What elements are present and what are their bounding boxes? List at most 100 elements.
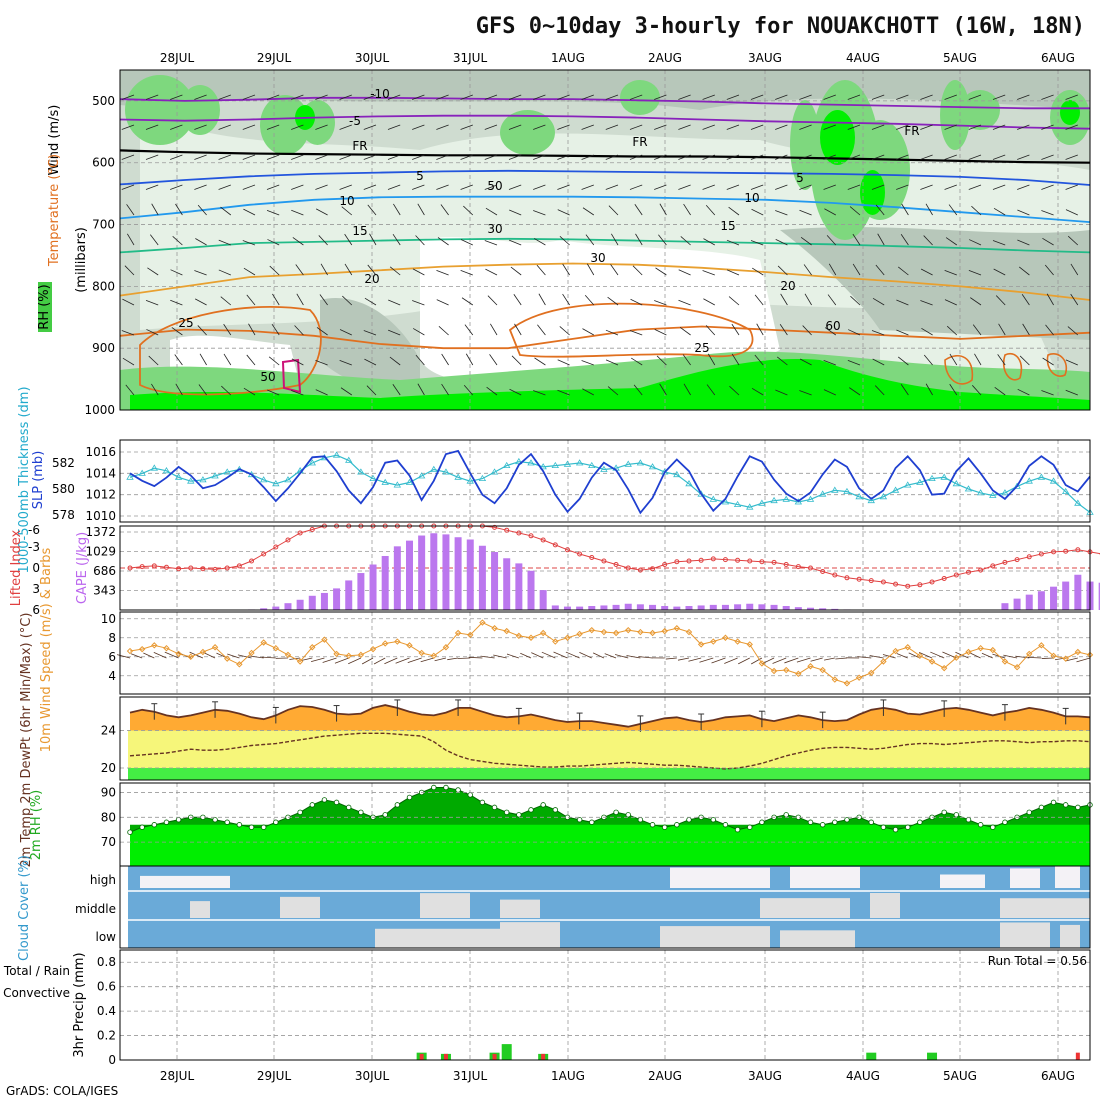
wind-barb [750,184,764,190]
wind-barb [968,94,982,100]
run-total-label: Run Total = 0.56 [988,954,1087,968]
rh-point [747,824,753,830]
wind-barb [441,353,449,366]
li-point [856,576,862,582]
wind-barb [198,384,207,396]
rh-point [844,817,850,823]
wind-barb [799,124,812,130]
wind-speed-point [697,641,705,648]
wind-speed-point [1086,651,1094,659]
wind-barb [147,267,159,276]
wind-barb [610,264,619,276]
li-point [795,564,801,570]
cape-bar [296,599,304,610]
li-point [1002,559,1008,565]
wind-speed-point [758,660,766,667]
wind-barb [218,184,231,190]
wind-barb [143,652,155,659]
cloud-patch [140,875,230,888]
li-point [662,562,668,567]
top-date-label: 6AUG [1041,51,1075,65]
wind-barb [334,657,349,664]
wind-barb [242,240,256,246]
wind-barb [1076,657,1091,663]
wind-barb [726,239,740,246]
wind-barb [340,387,353,396]
top-date-label: 2AUG [648,51,682,65]
wind-barb [992,124,1006,130]
cape-bar [1098,582,1100,610]
wind-speed-point [345,652,352,660]
wind-barb [461,297,474,306]
wind-barb [486,386,498,396]
wind-barb [871,124,885,130]
pressure-tick-label: 700 [92,218,115,232]
wind-barb [775,154,788,160]
li-point [832,572,838,578]
wind-barb [463,205,474,216]
wind-speed-point [284,651,292,659]
thickness-point [855,493,863,500]
contour-label: -10 [370,87,390,101]
wind-barb [412,94,425,100]
cape-bar [576,606,584,610]
thickness-point [940,473,948,480]
cape-bar [649,604,657,610]
rh-point [589,819,595,825]
cloud-level-label: low [96,930,117,944]
li-point [820,569,826,574]
wind-barb [998,323,1006,336]
temperature-panel: 20 24 2m Temp 2m DewPt (6hr Min/Max) (°C) [19,613,1091,867]
li-point [771,559,777,565]
li-tick-label: -3 [28,540,40,554]
wind-barb [125,384,135,396]
wind-barb [581,184,594,190]
wind-speed-point [916,652,924,660]
rh-point [759,819,765,825]
wind-barb [266,94,280,100]
precip-total-legend: Total / Rain [3,964,70,978]
wind-barb [632,265,643,276]
wind-barb [373,657,386,665]
wind-barb [711,657,726,664]
wind-barb [315,359,328,366]
wind-barb [487,295,498,306]
wind-barb [218,239,231,246]
wind-barb [799,184,812,190]
thickness-point [673,470,681,478]
wind-barb [775,238,788,246]
temperature-contour [119,195,1091,223]
wind-barb [392,384,401,396]
wind-speed-point [600,628,608,636]
wind-barb [699,657,714,663]
wind-barb [1022,323,1030,336]
wind-barb [268,356,280,366]
rain-bar [866,1052,877,1060]
cape-bar [393,546,401,610]
rh-point [977,822,984,828]
wind-barb [195,238,207,246]
wind-barb [291,184,304,190]
li-point [686,558,692,564]
wind-barb [896,94,909,100]
precip-tick-label: 0.4 [97,1004,116,1018]
wind-barb [480,655,495,659]
li-point [990,563,996,569]
wind-barb [705,204,716,216]
wind-barb [291,209,304,216]
wind-barb [559,326,570,336]
wind-barb [605,359,619,366]
wind-barb [553,651,568,659]
wind-barb [823,154,836,160]
li-point [978,567,984,573]
wind-barb [901,203,909,216]
cape-bar [478,545,486,610]
wind-barb [944,299,957,306]
cape-bar [260,608,268,610]
thickness-point [332,451,341,458]
thickness-point [879,493,888,500]
temperature-contour [1002,353,1023,381]
wind-barb [896,653,908,659]
li-point [139,564,145,570]
wind-barb [872,358,885,366]
